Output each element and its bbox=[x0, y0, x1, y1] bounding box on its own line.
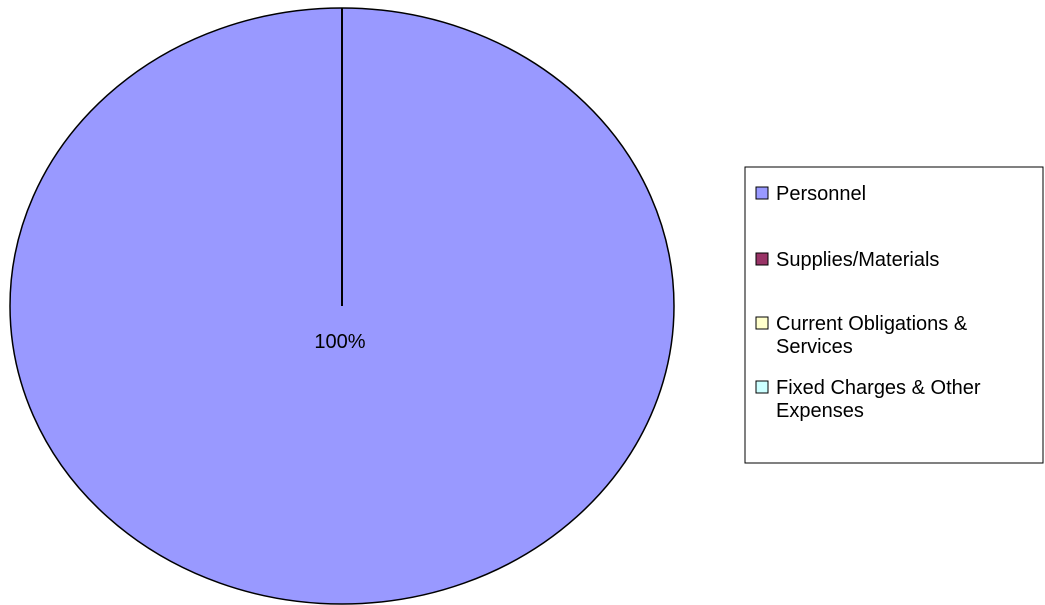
legend-label: Expenses bbox=[776, 400, 864, 422]
legend-swatch bbox=[755, 252, 769, 266]
legend-label: Personnel bbox=[776, 183, 866, 205]
legend-item-supplies-materials: Supplies/Materials bbox=[755, 249, 939, 271]
legend: Personnel Supplies/Materials Current Oblig… bbox=[744, 166, 1044, 464]
legend-swatch bbox=[755, 186, 769, 200]
legend-swatch bbox=[755, 380, 769, 394]
legend-label: Services bbox=[776, 336, 853, 358]
legend-swatch bbox=[755, 316, 769, 330]
legend-label: Supplies/Materials bbox=[776, 249, 939, 271]
legend-item-personnel: Personnel bbox=[755, 183, 866, 205]
pie-group: 100% bbox=[9, 7, 675, 605]
legend-frame bbox=[744, 166, 1044, 464]
legend-label: Current Obligations & bbox=[776, 313, 968, 335]
data-label-personnel: 100% bbox=[314, 331, 365, 353]
legend-item-current-obligations-services: Current Obligations &Services bbox=[755, 313, 968, 358]
legend-label: Fixed Charges & Other bbox=[776, 377, 981, 399]
